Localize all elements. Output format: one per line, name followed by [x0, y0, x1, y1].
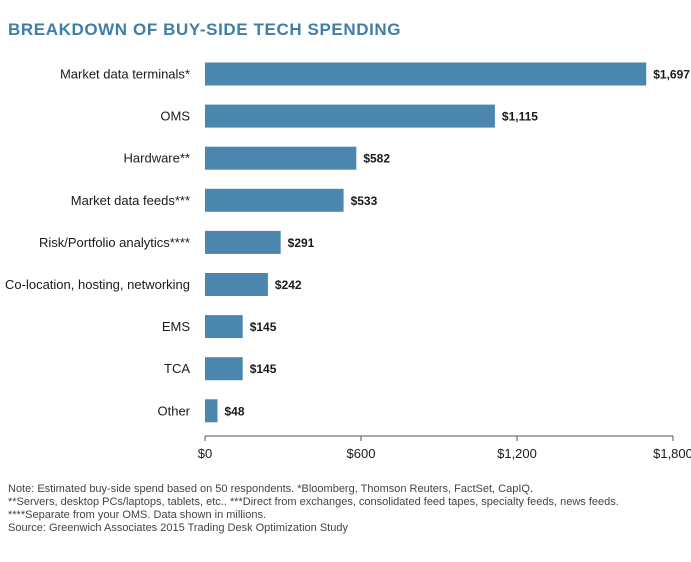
- value-label: $242: [275, 278, 302, 292]
- bar: [205, 62, 647, 86]
- value-label: $1,697: [653, 68, 690, 82]
- value-label: $48: [224, 404, 244, 418]
- category-label: OMS: [160, 109, 190, 124]
- category-label: Other: [157, 403, 190, 418]
- category-label: Market data feeds***: [71, 193, 190, 208]
- category-label: Hardware**: [124, 151, 190, 166]
- note-line-3: ****Separate from your OMS. Data shown i…: [8, 509, 266, 521]
- value-label: $145: [250, 320, 277, 334]
- category-label: TCA: [164, 361, 190, 376]
- category-label: EMS: [162, 319, 191, 334]
- bar: [205, 399, 218, 423]
- note-line-1: Note: Estimated buy-side spend based on …: [8, 483, 534, 495]
- x-tick-label: $600: [347, 446, 376, 461]
- bar: [205, 273, 268, 296]
- category-label: Co-location, hosting, networking: [5, 277, 190, 292]
- x-tick-label: $0: [198, 446, 212, 461]
- value-label: $291: [288, 236, 315, 250]
- x-tick-label: $1,200: [497, 446, 537, 461]
- bar: [205, 230, 281, 254]
- bar: [205, 104, 495, 128]
- bar: [205, 357, 243, 381]
- bar: [205, 146, 357, 170]
- chart-notes: Note: Estimated buy-side spend based on …: [8, 483, 684, 535]
- value-label: $145: [250, 362, 277, 376]
- x-tick-label: $1,800: [653, 446, 691, 461]
- bar: [205, 315, 243, 339]
- category-label: Risk/Portfolio analytics****: [39, 235, 190, 250]
- value-label: $1,115: [502, 110, 538, 124]
- category-label: Market data terminals*: [60, 67, 190, 82]
- value-label: $582: [363, 152, 390, 166]
- value-label: $533: [351, 194, 378, 208]
- chart-title: BREAKDOWN OF BUY-SIDE TECH SPENDING: [8, 20, 402, 39]
- bar: [205, 188, 344, 212]
- source-line: Source: Greenwich Associates 2015 Tradin…: [8, 522, 348, 534]
- note-line-2: **Servers, desktop PCs/laptops, tablets,…: [8, 496, 619, 508]
- bar-chart: Market data terminals* $1,697 OMS $1,115 Har…: [5, 62, 691, 461]
